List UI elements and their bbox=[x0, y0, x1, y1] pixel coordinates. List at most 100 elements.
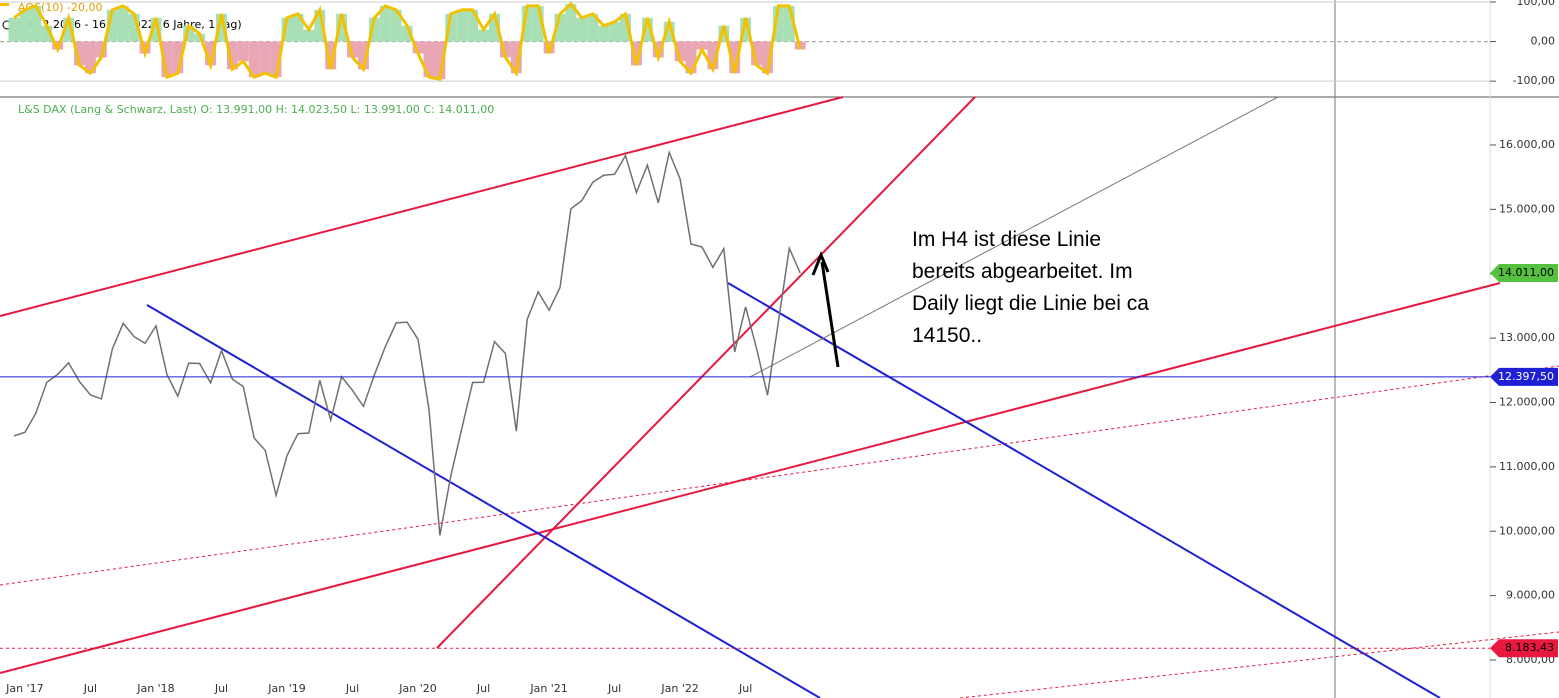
oscillator-bar bbox=[281, 17, 293, 42]
trendline bbox=[0, 96, 844, 317]
oscillator-bar bbox=[41, 25, 53, 42]
oscillator-bar bbox=[729, 41, 741, 74]
price-line bbox=[13, 149, 801, 536]
x-tick-label: Jul bbox=[738, 682, 752, 695]
oscillator-bar bbox=[205, 41, 217, 66]
oscillator-bar bbox=[740, 17, 752, 42]
oscillator-bar bbox=[674, 41, 686, 62]
oscillator-bar bbox=[216, 13, 227, 42]
trendline bbox=[749, 96, 1279, 378]
oscillator-bar bbox=[347, 41, 358, 58]
oscillator-bar bbox=[772, 5, 784, 42]
trendline bbox=[959, 631, 1559, 698]
oscillator-bar bbox=[30, 5, 42, 42]
price-tag bbox=[1490, 264, 1558, 283]
oscillator-bar bbox=[620, 13, 631, 42]
oscillator-bar bbox=[751, 41, 763, 66]
oscillator-bar bbox=[434, 41, 446, 80]
y-tick-label: 11.000,00 bbox=[1499, 460, 1555, 473]
oscillator-bar bbox=[379, 5, 391, 42]
oscillator-bar bbox=[565, 3, 577, 42]
oscillator-bar bbox=[270, 41, 282, 78]
oscillator-bar bbox=[117, 5, 129, 42]
oscillator-bar bbox=[401, 25, 413, 42]
oscillator-bar bbox=[259, 41, 271, 74]
oscillator-bar bbox=[63, 17, 75, 42]
oscillator-bar bbox=[95, 41, 107, 58]
oscillator-bar bbox=[248, 41, 260, 78]
oscillator-bar bbox=[762, 41, 773, 74]
oscillator-bar bbox=[84, 41, 96, 74]
oscillator-bar bbox=[368, 17, 380, 42]
trendline bbox=[436, 96, 976, 649]
oscillator-bar bbox=[325, 41, 337, 70]
oscillator-bar bbox=[510, 41, 522, 74]
oscillator-bar bbox=[598, 25, 610, 42]
annotation: Im H4 ist diese Linie bereits abgearbeite… bbox=[912, 224, 1212, 352]
oscillator-bar bbox=[685, 41, 697, 74]
x-tick-label: Jan '18 bbox=[136, 682, 174, 695]
price-title: L&S DAX (Lang & Schwarz, Last) O: 13.991… bbox=[18, 103, 494, 116]
oscillator-bar bbox=[303, 29, 315, 42]
oscillator-bar bbox=[172, 41, 184, 74]
x-tick-label: Jul bbox=[607, 682, 621, 695]
oscillator-bar bbox=[718, 25, 730, 42]
y-tick-label: -100,00 bbox=[1513, 74, 1555, 87]
oscillator-bar bbox=[445, 13, 457, 42]
y-tick-label: 15.000,00 bbox=[1499, 202, 1555, 215]
oscillator-bar bbox=[630, 41, 642, 66]
oscillator-bar bbox=[652, 41, 664, 58]
oscillator-bar bbox=[783, 5, 795, 42]
annotation-line: Daily liegt die Linie bei ca bbox=[912, 292, 1149, 315]
oscillator-bar bbox=[336, 13, 348, 42]
oscillator-bar bbox=[609, 21, 621, 42]
trendlines bbox=[0, 96, 1559, 698]
trendline bbox=[727, 282, 1441, 698]
annotation-line: 14150.. bbox=[912, 324, 983, 347]
annotation-line: bereits abgearbeitet. Im bbox=[912, 260, 1133, 283]
oscillator-bar bbox=[467, 9, 479, 42]
legend-swatch bbox=[0, 3, 9, 6]
oscillator-bar bbox=[587, 13, 599, 42]
oscillator-line bbox=[13, 1, 802, 81]
oscillator-bar bbox=[521, 5, 533, 42]
oscillator-bar bbox=[707, 41, 719, 70]
oscillator-bar bbox=[314, 9, 326, 42]
x-tick-label: Jan '21 bbox=[529, 682, 567, 695]
y-tick-label: 13.000,00 bbox=[1499, 331, 1555, 344]
x-tick-label: Jan '17 bbox=[5, 682, 43, 695]
oscillator-bar bbox=[423, 41, 435, 78]
oscillator-bar bbox=[161, 41, 173, 78]
oscillator-bar bbox=[499, 41, 511, 58]
x-tick-label: Jul bbox=[345, 682, 359, 695]
oscillator-bar bbox=[554, 13, 566, 42]
oscillator-bar bbox=[183, 25, 195, 42]
price-tag bbox=[1490, 367, 1558, 386]
x-tick-label: Jan '19 bbox=[267, 682, 305, 695]
oscillator-bar bbox=[74, 41, 85, 66]
oscillator-bar bbox=[139, 41, 151, 54]
price-tag bbox=[1490, 639, 1558, 658]
x-tick-label: Jul bbox=[214, 682, 228, 695]
x-tick-label: Jan '22 bbox=[660, 682, 698, 695]
y-tick-label: 16.000,00 bbox=[1499, 138, 1555, 151]
arrow bbox=[820, 261, 840, 368]
oscillator-bar bbox=[237, 41, 249, 62]
x-tick-label: Jul bbox=[83, 682, 97, 695]
price-tag-label: 12.397,50 bbox=[1498, 370, 1554, 383]
y-tick-label: 12.000,00 bbox=[1499, 395, 1555, 408]
oscillator-bar bbox=[390, 9, 402, 42]
oscillator-bar bbox=[456, 9, 468, 42]
oscillator-bar bbox=[128, 13, 140, 42]
price-tag-label: 14.011,00 bbox=[1498, 266, 1554, 279]
oscillator-bar bbox=[696, 41, 708, 50]
trendline bbox=[146, 304, 821, 698]
oscillator-bar bbox=[641, 17, 653, 42]
trendline bbox=[0, 282, 1501, 674]
trendline bbox=[0, 365, 1559, 586]
oscillator-bar bbox=[226, 41, 238, 70]
y-tick-label: 0,00 bbox=[1531, 35, 1556, 48]
x-tick-label: Jan '20 bbox=[398, 682, 436, 695]
